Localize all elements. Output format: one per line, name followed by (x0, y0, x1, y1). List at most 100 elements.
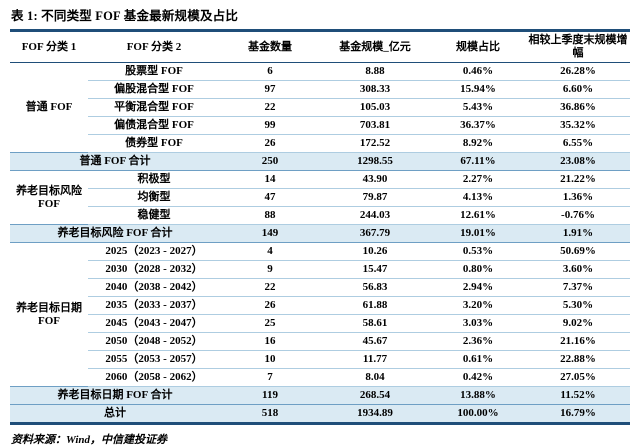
value-cell: 15.47 (320, 260, 430, 279)
subcategory-cell: 2040（2038 - 2042） (88, 278, 220, 297)
group-label-cell: 养老目标日期 FOF (10, 242, 88, 387)
value-cell: 7.37% (526, 278, 630, 297)
grand-total-value-cell: 16.79% (526, 404, 630, 424)
table-title: 表 1: 不同类型 FOF 基金最新规模及占比 (11, 9, 239, 23)
grand-total-value-cell: 518 (220, 404, 320, 424)
value-cell: 2.36% (430, 332, 526, 351)
value-cell: 16 (220, 332, 320, 351)
data-row: 稳健型 88 244.03 12.61% -0.76% (10, 206, 630, 225)
value-cell: 0.42% (430, 368, 526, 387)
subtotal-value-cell: 1.91% (526, 224, 630, 243)
value-cell: 99 (220, 116, 320, 135)
value-cell: 4 (220, 242, 320, 261)
value-cell: 10 (220, 350, 320, 369)
value-cell: 26 (220, 134, 320, 153)
subtotal-label-cell: 养老目标日期 FOF 合计 (10, 386, 220, 405)
data-row: 均衡型 47 79.87 4.13% 1.36% (10, 188, 630, 207)
value-cell: 22 (220, 98, 320, 117)
subtotal-value-cell: 149 (220, 224, 320, 243)
value-cell: 14 (220, 170, 320, 189)
subtotal-value-cell: 23.08% (526, 152, 630, 171)
data-row: 普通 FOF 股票型 FOF 6 8.88 0.46% 26.28% (10, 62, 630, 153)
subtotal-value-cell: 19.01% (430, 224, 526, 243)
value-cell: 15.94% (430, 80, 526, 99)
value-cell: 43.90 (320, 170, 430, 189)
subcategory-cell: 股票型 FOF (88, 62, 220, 81)
header-row: FOF 分类 1 FOF 分类 2 基金数量 基金规模_亿元 规模占比 相较上季… (10, 30, 630, 63)
value-cell: 6.60% (526, 80, 630, 99)
value-cell: 26.28% (526, 62, 630, 81)
value-cell: 36.86% (526, 98, 630, 117)
value-cell: 56.83 (320, 278, 430, 297)
subcategory-cell: 2025（2023 - 2027） (88, 242, 220, 261)
value-cell: 26 (220, 296, 320, 315)
subcategory-cell: 2030（2028 - 2032） (88, 260, 220, 279)
subtotal-row: 普通 FOF 合计 250 1298.55 67.11% 23.08% (10, 152, 630, 171)
value-cell: 105.03 (320, 98, 430, 117)
value-cell: 2.27% (430, 170, 526, 189)
subtotal-row: 养老目标日期 FOF 合计 119 268.54 13.88% 11.52% (10, 386, 630, 405)
value-cell: 58.61 (320, 314, 430, 333)
subcategory-cell: 稳健型 (88, 206, 220, 225)
data-row: 2045（2043 - 2047） 25 58.61 3.03% 9.02% (10, 314, 630, 333)
value-cell: 4.13% (430, 188, 526, 207)
data-row: 2030（2028 - 2032） 9 15.47 0.80% 3.60% (10, 260, 630, 279)
subcategory-cell: 均衡型 (88, 188, 220, 207)
grand-total-label-cell: 总计 (10, 404, 220, 424)
subcategory-cell: 债券型 FOF (88, 134, 220, 153)
value-cell: 703.81 (320, 116, 430, 135)
grand-total-value-cell: 100.00% (430, 404, 526, 424)
value-cell: 22 (220, 278, 320, 297)
grand-total-value-cell: 1934.89 (320, 404, 430, 424)
data-row: 2060（2058 - 2062） 7 8.04 0.42% 27.05% (10, 368, 630, 387)
value-cell: 6 (220, 62, 320, 81)
value-cell: 172.52 (320, 134, 430, 153)
value-cell: 22.88% (526, 350, 630, 369)
data-row: 2055（2053 - 2057） 10 11.77 0.61% 22.88% (10, 350, 630, 369)
value-cell: 3.03% (430, 314, 526, 333)
value-cell: 8.92% (430, 134, 526, 153)
subtotal-label-cell: 普通 FOF 合计 (10, 152, 220, 171)
subcategory-cell: 2055（2053 - 2057） (88, 350, 220, 369)
value-cell: 0.61% (430, 350, 526, 369)
subtotal-value-cell: 119 (220, 386, 320, 405)
grand-total-row: 总计 518 1934.89 100.00% 16.79% (10, 404, 630, 424)
subcategory-cell: 2045（2043 - 2047） (88, 314, 220, 333)
value-cell: 21.22% (526, 170, 630, 189)
value-cell: 61.88 (320, 296, 430, 315)
header-fof-category-1: FOF 分类 1 (10, 30, 88, 63)
value-cell: 11.77 (320, 350, 430, 369)
value-cell: 35.32% (526, 116, 630, 135)
subtotal-value-cell: 367.79 (320, 224, 430, 243)
value-cell: 0.46% (430, 62, 526, 81)
data-row: 平衡混合型 FOF 22 105.03 5.43% 36.86% (10, 98, 630, 117)
data-row: 偏债混合型 FOF 99 703.81 36.37% 35.32% (10, 116, 630, 135)
value-cell: 47 (220, 188, 320, 207)
value-cell: 79.87 (320, 188, 430, 207)
value-cell: 9.02% (526, 314, 630, 333)
value-cell: 3.60% (526, 260, 630, 279)
subcategory-cell: 平衡混合型 FOF (88, 98, 220, 117)
value-cell: 7 (220, 368, 320, 387)
group-label-cell: 普通 FOF (10, 62, 88, 153)
subcategory-cell: 偏股混合型 FOF (88, 80, 220, 99)
subtotal-label-cell: 养老目标风险 FOF 合计 (10, 224, 220, 243)
data-row: 偏股混合型 FOF 97 308.33 15.94% 6.60% (10, 80, 630, 99)
table-header: FOF 分类 1 FOF 分类 2 基金数量 基金规模_亿元 规模占比 相较上季… (10, 30, 630, 63)
header-fund-count: 基金数量 (220, 30, 320, 63)
value-cell: 1.36% (526, 188, 630, 207)
value-cell: 9 (220, 260, 320, 279)
header-fof-category-2: FOF 分类 2 (88, 30, 220, 63)
value-cell: 0.53% (430, 242, 526, 261)
value-cell: 5.43% (430, 98, 526, 117)
subtotal-value-cell: 250 (220, 152, 320, 171)
value-cell: 97 (220, 80, 320, 99)
group-label-cell: 养老目标风险 FOF (10, 170, 88, 225)
value-cell: 8.88 (320, 62, 430, 81)
subcategory-cell: 2035（2033 - 2037） (88, 296, 220, 315)
subtotal-value-cell: 268.54 (320, 386, 430, 405)
subcategory-cell: 积极型 (88, 170, 220, 189)
value-cell: 308.33 (320, 80, 430, 99)
subtotal-value-cell: 11.52% (526, 386, 630, 405)
